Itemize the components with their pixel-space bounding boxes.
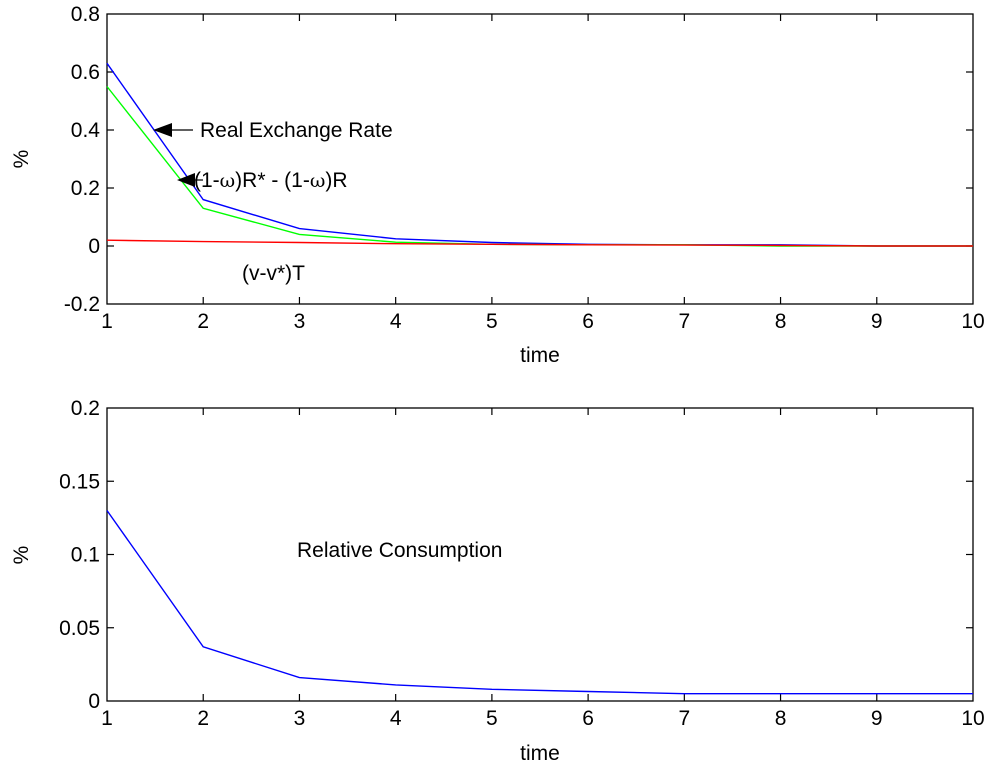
bottom-xtick-label: 7	[678, 707, 690, 730]
top-series-group	[106, 62, 973, 247]
top-ytick-label: -0.2	[64, 293, 100, 316]
top-xlabel: time	[520, 344, 560, 367]
bottom-ytick-label: 0.05	[59, 617, 100, 640]
top-xtick-label: 1	[101, 310, 113, 333]
bottom-xtick-label: 3	[294, 707, 306, 730]
bottom-xtick-label: 5	[486, 707, 498, 730]
top-xtick-label: 10	[961, 310, 984, 333]
top-xtick-label: 8	[775, 310, 787, 333]
top-series-line-3	[106, 239, 973, 247]
bottom-ytick-label: 0.2	[71, 397, 100, 420]
top-plot-frame	[106, 13, 974, 305]
bottom-ytick-label: 0.1	[71, 544, 100, 567]
bottom-ytick-label: 0.15	[59, 470, 100, 493]
bottom-xtick-label: 2	[197, 707, 209, 730]
bottom-xtick-label: 1	[101, 707, 113, 730]
omega-symbol: ω	[310, 170, 326, 192]
top-xtick-label: 7	[678, 310, 690, 333]
bottom-series-group	[106, 510, 973, 695]
annotation-part: )R* - (1-	[235, 169, 310, 192]
annotation-part: )R	[325, 169, 347, 192]
bottom-plot: 1 2 3 4 5 6 7 8 9 10 0 0.05 0.1 0.15 0.2 time % Relati…	[10, 397, 985, 765]
annotation-interest-differential: (1-ω)R* - (1-ω)R	[177, 169, 348, 192]
annotation-text: (1-ω)R* - (1-ω)R	[194, 169, 348, 192]
top-xtick-label: 3	[294, 310, 306, 333]
top-ytick-label: 0	[88, 235, 100, 258]
top-ticks: 1 2 3 4 5 6 7 8 9 10 -0.2 0 0.2 0.4 0.6 0.8	[64, 3, 985, 333]
top-ytick-label: 0.8	[71, 3, 100, 26]
top-series-line-2	[106, 86, 973, 247]
bottom-xtick-label: 4	[390, 707, 402, 730]
bottom-xlabel: time	[520, 742, 560, 765]
annotation-arrow-head	[177, 173, 195, 187]
top-xtick-label: 5	[486, 310, 498, 333]
annotation-real-exchange-rate: Real Exchange Rate	[153, 119, 393, 142]
annotation-relative-consumption: Relative Consumption	[297, 539, 502, 562]
top-plot: 1 2 3 4 5 6 7 8 9 10 -0.2 0 0.2 0.4 0.6 0.8 time % Real…	[10, 3, 985, 367]
top-ylabel: %	[10, 150, 33, 169]
bottom-xtick-label: 9	[871, 707, 883, 730]
omega-symbol: ω	[220, 170, 236, 192]
annotation-relative-taxes: (v-v*)T	[242, 262, 305, 285]
bottom-xtick-label: 8	[775, 707, 787, 730]
bottom-ylabel: %	[10, 546, 33, 565]
top-xtick-label: 6	[582, 310, 594, 333]
top-xtick-label: 9	[871, 310, 883, 333]
bottom-xtick-label: 6	[582, 707, 594, 730]
top-ytick-label: 0.4	[71, 119, 101, 142]
top-xtick-label: 4	[390, 310, 402, 333]
top-ytick-label: 0.2	[71, 177, 100, 200]
bottom-series-line-1	[106, 510, 973, 695]
top-ytick-label: 0.6	[71, 61, 100, 84]
bottom-ytick-label: 0	[88, 690, 100, 713]
annotation-arrow-head	[153, 123, 172, 137]
top-xtick-label: 2	[197, 310, 209, 333]
annotation-text: Real Exchange Rate	[200, 119, 393, 142]
annotation-part: (1-	[194, 169, 220, 192]
bottom-xtick-label: 10	[961, 707, 984, 730]
top-series-line-1	[106, 62, 973, 247]
bottom-ticks: 1 2 3 4 5 6 7 8 9 10 0 0.05 0.1 0.15 0.2	[59, 397, 985, 730]
